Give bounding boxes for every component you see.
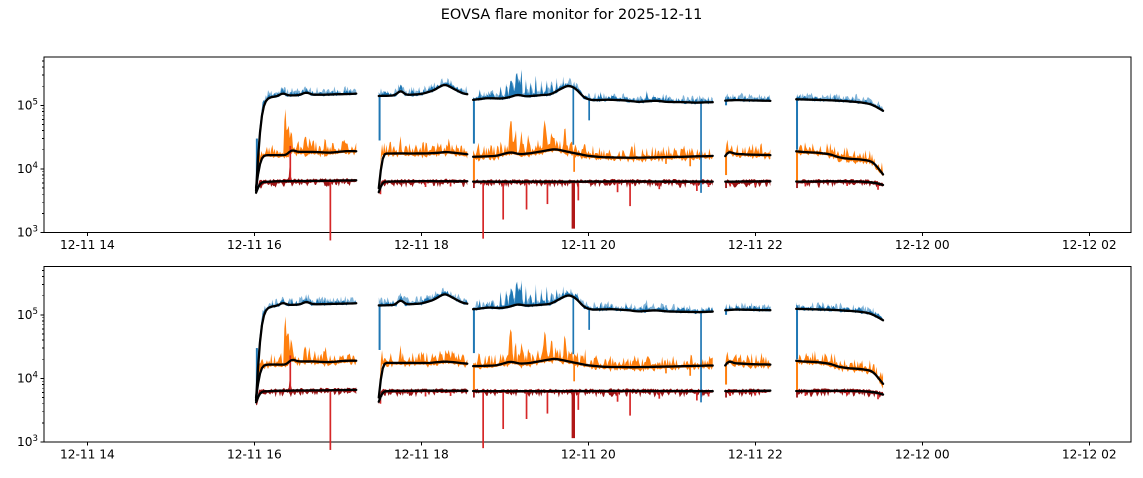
x-tick-label: 12-11 20	[561, 238, 616, 252]
x-tick-label: 12-11 16	[227, 448, 282, 462]
x-tick-label: 12-11 20	[561, 448, 616, 462]
chart-title: EOVSA flare monitor for 2025-12-11	[440, 7, 703, 23]
x-tick-label: 12-11 22	[728, 448, 783, 462]
y-tick-label: 105	[17, 307, 38, 322]
x-tick-label: 12-11 18	[394, 448, 449, 462]
x-tick-label: 12-11 16	[227, 238, 282, 252]
subplot-top: 12-11 14 12-11 16 12-11 18 12-11 20 12-11 22…	[17, 56, 1132, 252]
y-tick-label: 104	[17, 161, 38, 176]
y-tick-label: 104	[17, 370, 38, 385]
x-tick-label: 12-11 22	[728, 238, 783, 252]
y-tick-label: 105	[17, 97, 38, 112]
x-tick-label: 12-12 02	[1062, 448, 1117, 462]
x-tick-label: 12-12 02	[1062, 238, 1117, 252]
y-tick-label: 103	[17, 225, 38, 240]
x-tick-label: 12-12 00	[895, 448, 950, 462]
subplot-bottom: 12-11 14 12-11 16 12-11 18 12-11 20 12-11 22…	[17, 266, 1132, 462]
x-tick-label: 12-11 18	[394, 238, 449, 252]
x-tick-label: 12-11 14	[60, 238, 115, 252]
x-tick-label: 12-12 00	[895, 238, 950, 252]
x-tick-label: 12-11 14	[60, 448, 115, 462]
y-tick-label: 103	[17, 434, 38, 449]
